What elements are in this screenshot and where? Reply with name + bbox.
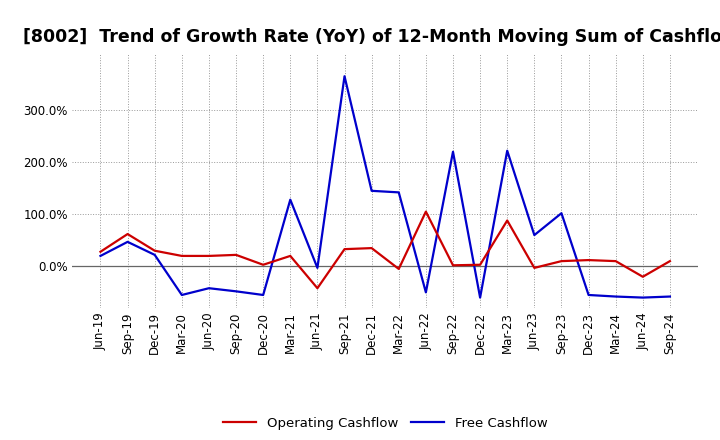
Operating Cashflow [395, 266, 403, 271]
Free Cashflow [611, 294, 620, 299]
Operating Cashflow [96, 249, 105, 254]
Operating Cashflow [367, 246, 376, 251]
Free Cashflow [204, 286, 213, 291]
Operating Cashflow [449, 263, 457, 268]
Free Cashflow [421, 290, 430, 295]
Operating Cashflow [611, 258, 620, 264]
Operating Cashflow [232, 252, 240, 257]
Free Cashflow [639, 295, 647, 300]
Operating Cashflow [557, 258, 566, 264]
Free Cashflow [367, 188, 376, 194]
Operating Cashflow [150, 248, 159, 253]
Operating Cashflow [123, 231, 132, 237]
Free Cashflow [665, 294, 674, 299]
Free Cashflow [313, 265, 322, 271]
Free Cashflow [341, 73, 349, 79]
Title: [8002]  Trend of Growth Rate (YoY) of 12-Month Moving Sum of Cashflows: [8002] Trend of Growth Rate (YoY) of 12-… [22, 28, 720, 46]
Free Cashflow [150, 252, 159, 257]
Operating Cashflow [476, 262, 485, 268]
Free Cashflow [286, 197, 294, 202]
Operating Cashflow [286, 253, 294, 259]
Line: Free Cashflow: Free Cashflow [101, 76, 670, 297]
Line: Operating Cashflow: Operating Cashflow [101, 212, 670, 288]
Free Cashflow [259, 292, 268, 297]
Free Cashflow [178, 292, 186, 297]
Free Cashflow [476, 295, 485, 300]
Operating Cashflow [665, 258, 674, 264]
Operating Cashflow [530, 265, 539, 271]
Operating Cashflow [639, 274, 647, 279]
Operating Cashflow [341, 246, 349, 252]
Free Cashflow [232, 289, 240, 294]
Operating Cashflow [584, 257, 593, 263]
Operating Cashflow [259, 262, 268, 268]
Free Cashflow [557, 211, 566, 216]
Free Cashflow [123, 239, 132, 245]
Operating Cashflow [313, 286, 322, 291]
Free Cashflow [449, 149, 457, 154]
Free Cashflow [395, 190, 403, 195]
Operating Cashflow [178, 253, 186, 259]
Free Cashflow [530, 232, 539, 238]
Operating Cashflow [503, 218, 511, 223]
Operating Cashflow [421, 209, 430, 214]
Operating Cashflow [204, 253, 213, 259]
Legend: Operating Cashflow, Free Cashflow: Operating Cashflow, Free Cashflow [217, 411, 553, 435]
Free Cashflow [584, 292, 593, 297]
Free Cashflow [96, 253, 105, 259]
Free Cashflow [503, 148, 511, 154]
